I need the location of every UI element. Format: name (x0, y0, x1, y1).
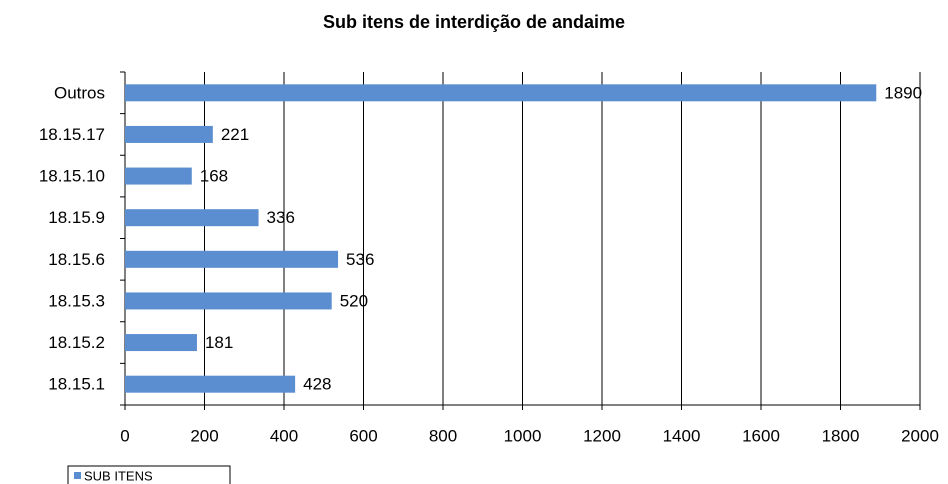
bar (125, 209, 259, 227)
bar (125, 334, 197, 352)
data-label: 536 (346, 250, 374, 269)
bar (125, 84, 877, 102)
x-tick-label: 2000 (901, 426, 939, 445)
legend-swatch (74, 472, 81, 479)
data-label: 520 (340, 291, 368, 310)
y-tick-label: 18.15.17 (39, 125, 105, 144)
y-tick-label: 18.15.1 (48, 375, 105, 394)
y-tick-label: 18.15.9 (48, 208, 105, 227)
y-tick-label: 18.15.3 (48, 291, 105, 310)
bar (125, 125, 213, 143)
x-tick-label: 1600 (742, 426, 780, 445)
x-tick-label: 0 (120, 426, 129, 445)
y-tick-label: 18.15.6 (48, 250, 105, 269)
legend-box (67, 465, 231, 484)
data-label: 428 (303, 375, 331, 394)
data-label: 336 (267, 208, 295, 227)
data-label: 168 (200, 167, 228, 186)
x-tick-label: 400 (270, 426, 298, 445)
x-tick-label: 1800 (822, 426, 860, 445)
chart-title: Sub itens de interdição de andaime (323, 12, 625, 32)
x-tick-label: 1200 (583, 426, 621, 445)
bar (125, 375, 296, 393)
x-tick-label: 1000 (504, 426, 542, 445)
bar (125, 250, 339, 268)
x-tick-label: 600 (349, 426, 377, 445)
x-tick-label: 800 (429, 426, 457, 445)
data-label: 1890 (884, 83, 922, 102)
data-label: 181 (205, 333, 233, 352)
legend-label: SUB ITENS (84, 468, 153, 483)
y-tick-label: 18.15.10 (39, 167, 105, 186)
bar (125, 292, 332, 310)
y-tick-label: Outros (54, 83, 105, 102)
x-tick-label: 200 (190, 426, 218, 445)
x-tick-label: 1400 (663, 426, 701, 445)
y-tick-label: 18.15.2 (48, 333, 105, 352)
bar (125, 167, 192, 185)
data-label: 221 (221, 125, 249, 144)
